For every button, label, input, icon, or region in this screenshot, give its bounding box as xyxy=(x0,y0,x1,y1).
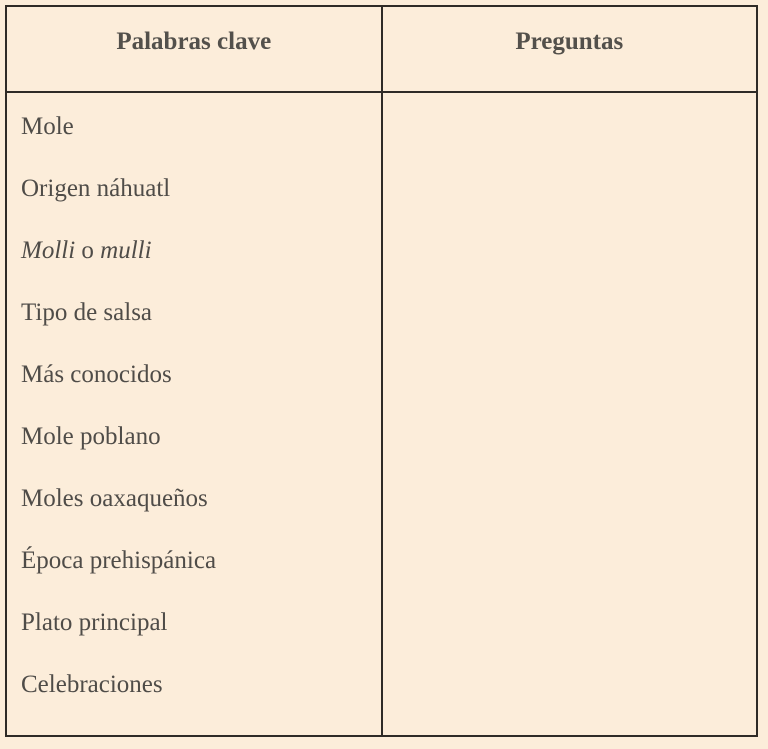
preguntas-cell xyxy=(380,93,757,735)
keyword-text-segment: Más conocidos xyxy=(21,361,172,388)
table-header-row: Palabras clave Preguntas xyxy=(7,7,756,93)
keyword-text-segment: Origen náhuatl xyxy=(21,175,171,202)
keyword-item: Molli o mulli xyxy=(21,238,371,263)
header-cell-palabras-clave: Palabras clave xyxy=(116,28,272,55)
keyword-item: Más conocidos xyxy=(21,362,371,387)
keywords-list: Mole Origen náhuatl Molli o mulli Tipo de s… xyxy=(7,93,381,697)
keyword-item: Mole poblano xyxy=(21,424,371,449)
keywords-questions-table: Palabras clave Preguntas Mole Origen náhu… xyxy=(5,5,758,737)
keyword-item: Tipo de salsa xyxy=(21,300,371,325)
header-cell-preguntas: Preguntas xyxy=(380,7,757,91)
keyword-item: Plato principal xyxy=(21,610,371,635)
keyword-text-segment: Mole poblano xyxy=(21,423,161,450)
keyword-text-segment: Época prehispánica xyxy=(21,547,217,574)
keyword-item: Época prehispánica xyxy=(21,548,371,573)
keyword-text-segment: Moles oaxaqueños xyxy=(21,485,208,512)
keyword-text-segment: Plato principal xyxy=(21,609,168,636)
keyword-text-segment: Molli xyxy=(21,237,76,264)
keyword-text-segment: mulli xyxy=(100,237,152,264)
keyword-text-segment: Tipo de salsa xyxy=(21,299,153,326)
table-body-row: Mole Origen náhuatl Molli o mulli Tipo de s… xyxy=(7,93,756,735)
keywords-cell: Mole Origen náhuatl Molli o mulli Tipo de s… xyxy=(7,93,381,735)
keyword-item: Moles oaxaqueños xyxy=(21,486,371,511)
keyword-text-segment: Celebraciones xyxy=(21,671,163,698)
keyword-text-segment: Mole xyxy=(21,113,74,140)
keyword-text-segment: o xyxy=(75,237,101,264)
keyword-item: Origen náhuatl xyxy=(21,176,371,201)
keyword-item: Mole xyxy=(21,114,371,139)
keyword-item: Celebraciones xyxy=(21,672,371,697)
